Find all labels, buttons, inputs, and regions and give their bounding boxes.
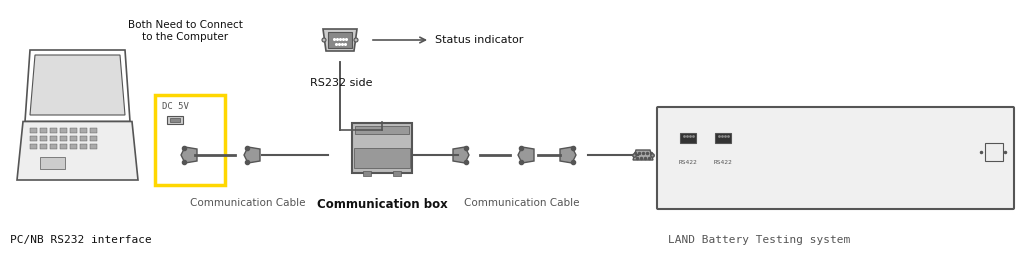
Polygon shape — [181, 147, 197, 163]
Bar — [90, 136, 97, 141]
Text: Communication box: Communication box — [316, 198, 447, 211]
Bar — [30, 136, 37, 141]
Bar — [354, 148, 410, 168]
Circle shape — [354, 38, 358, 42]
Text: Communication Cable: Communication Cable — [190, 198, 306, 208]
Text: RS422: RS422 — [714, 160, 732, 165]
Bar — [70, 128, 77, 133]
FancyBboxPatch shape — [657, 107, 1014, 209]
Bar — [70, 136, 77, 141]
Bar — [40, 128, 47, 133]
Bar — [328, 32, 352, 48]
Bar — [40, 156, 65, 169]
Polygon shape — [453, 147, 469, 163]
Bar — [70, 144, 77, 149]
Bar — [167, 116, 183, 124]
Bar — [362, 171, 371, 176]
Bar — [90, 144, 97, 149]
Bar — [80, 128, 87, 133]
Text: PC/NB RS232 interface: PC/NB RS232 interface — [10, 235, 152, 245]
Polygon shape — [633, 150, 653, 160]
Bar — [60, 128, 67, 133]
Bar — [352, 123, 412, 173]
Bar — [170, 118, 180, 122]
Bar — [50, 128, 57, 133]
Text: Communication Cable: Communication Cable — [464, 198, 580, 208]
Text: DC 5V: DC 5V — [162, 102, 188, 111]
Bar — [60, 136, 67, 141]
Text: RS422: RS422 — [679, 160, 697, 165]
Polygon shape — [30, 55, 125, 115]
Text: to the Computer: to the Computer — [142, 32, 228, 42]
Bar — [90, 128, 97, 133]
Bar — [355, 126, 409, 134]
Text: Both Need to Connect: Both Need to Connect — [128, 20, 243, 30]
Bar — [40, 136, 47, 141]
Polygon shape — [17, 122, 138, 180]
Text: LAND Battery Testing system: LAND Battery Testing system — [668, 235, 850, 245]
Circle shape — [322, 38, 326, 42]
Bar — [30, 144, 37, 149]
Polygon shape — [244, 147, 260, 163]
Bar — [393, 171, 401, 176]
Bar — [50, 144, 57, 149]
Bar — [155, 95, 225, 185]
Bar — [50, 136, 57, 141]
Text: Status indicator: Status indicator — [435, 35, 523, 45]
Bar — [80, 136, 87, 141]
Text: RS232 side: RS232 side — [310, 78, 373, 88]
Polygon shape — [518, 147, 534, 163]
Bar — [60, 144, 67, 149]
Bar — [40, 144, 47, 149]
Bar — [80, 144, 87, 149]
Bar — [715, 133, 731, 143]
Polygon shape — [323, 29, 357, 51]
Bar — [985, 143, 1002, 161]
Bar — [680, 133, 696, 143]
Polygon shape — [560, 147, 575, 163]
Bar — [30, 128, 37, 133]
